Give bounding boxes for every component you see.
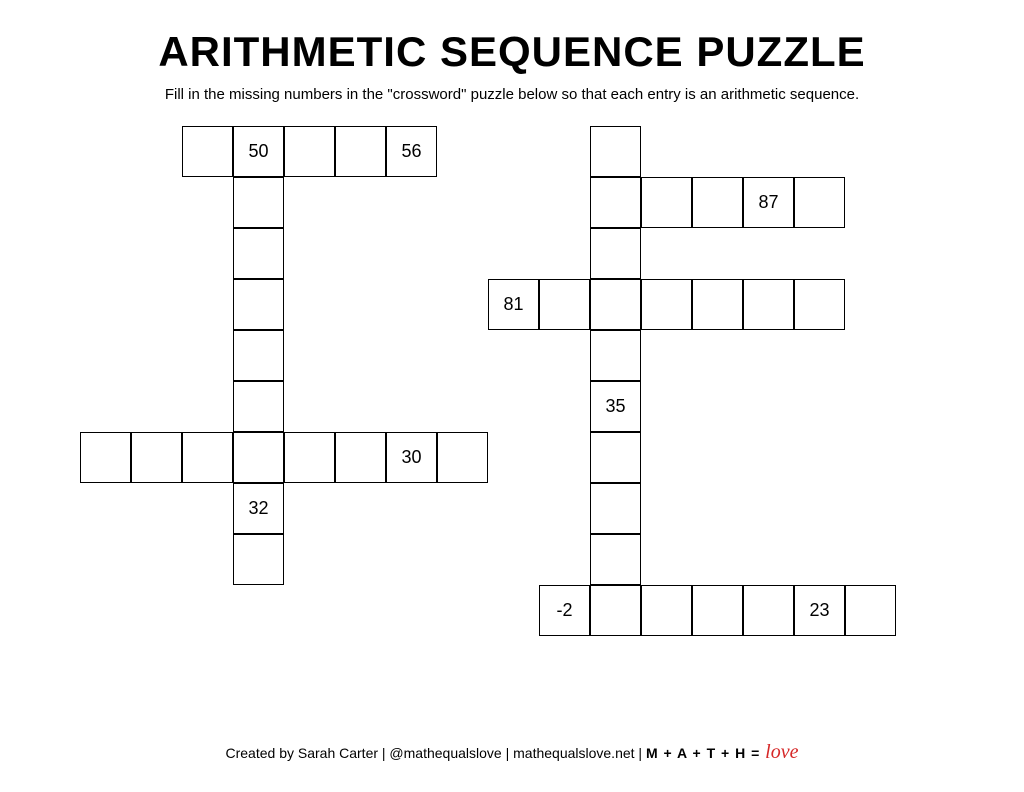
footer-equation: M + A + T + H = xyxy=(646,745,765,761)
grid-cell xyxy=(539,279,590,330)
grid-cell xyxy=(692,279,743,330)
footer-text: Created by Sarah Carter | @mathequalslov… xyxy=(226,745,646,761)
footer-love: love xyxy=(765,741,798,763)
grid-cell: 81 xyxy=(488,279,539,330)
grid-cell xyxy=(692,177,743,228)
grid-cell xyxy=(590,177,641,228)
grid-cell xyxy=(335,126,386,177)
grid-cell xyxy=(131,432,182,483)
grid-cell xyxy=(233,177,284,228)
page-title: ARITHMETIC SEQUENCE PUZZLE xyxy=(0,0,1024,76)
grid-cell xyxy=(233,381,284,432)
grid-cell xyxy=(590,432,641,483)
grid-cell xyxy=(590,279,641,330)
grid-cell xyxy=(233,432,284,483)
grid-cell xyxy=(437,432,488,483)
grid-cell xyxy=(794,177,845,228)
grid-cell xyxy=(845,585,896,636)
grid-cell xyxy=(233,279,284,330)
grid-cell: 87 xyxy=(743,177,794,228)
grid-cell xyxy=(233,534,284,585)
grid-cell: 35 xyxy=(590,381,641,432)
page-subtitle: Fill in the missing numbers in the "cros… xyxy=(0,86,1024,103)
grid-cell: 32 xyxy=(233,483,284,534)
grid-cell: -2 xyxy=(539,585,590,636)
grid-cell xyxy=(641,177,692,228)
grid-cell xyxy=(641,585,692,636)
grid-cell xyxy=(80,432,131,483)
grid-cell xyxy=(743,585,794,636)
grid-cell xyxy=(590,126,641,177)
grid-cell: 56 xyxy=(386,126,437,177)
grid-cell: 23 xyxy=(794,585,845,636)
grid-cell xyxy=(182,432,233,483)
grid-cell xyxy=(284,432,335,483)
grid-cell xyxy=(590,483,641,534)
grid-cell xyxy=(590,330,641,381)
grid-cell xyxy=(641,279,692,330)
grid-cell xyxy=(590,534,641,585)
grid-cell xyxy=(182,126,233,177)
grid-cell xyxy=(590,585,641,636)
grid-cell xyxy=(692,585,743,636)
grid-cell xyxy=(335,432,386,483)
footer-credit: Created by Sarah Carter | @mathequalslov… xyxy=(0,741,1024,764)
grid-cell xyxy=(233,228,284,279)
grid-cell xyxy=(794,279,845,330)
grid-cell xyxy=(233,330,284,381)
grid-cell: 30 xyxy=(386,432,437,483)
grid-cell xyxy=(590,228,641,279)
grid-cell xyxy=(284,126,335,177)
grid-cell xyxy=(743,279,794,330)
grid-cell: 50 xyxy=(233,126,284,177)
